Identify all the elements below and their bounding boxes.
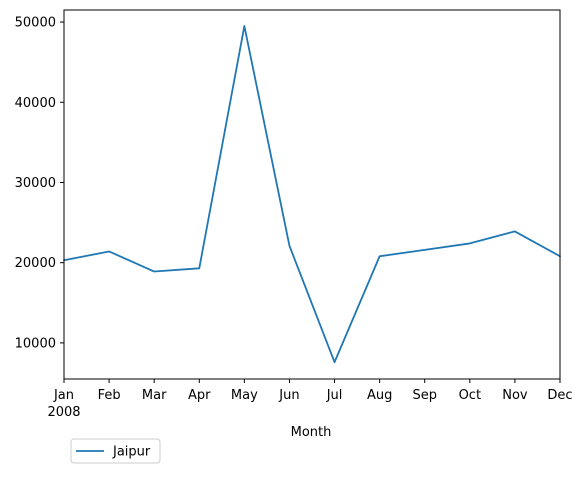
x-tick-label: Jun [278, 388, 299, 403]
legend-label: Jaipur [112, 445, 151, 460]
x-tick-label: Sep [412, 388, 437, 403]
y-axis: 10000 20000 30000 40000 50000 [15, 16, 64, 352]
x-tick-label: Oct [459, 388, 481, 403]
x-tick-label: Jan [53, 388, 74, 403]
legend: Jaipur [71, 439, 160, 463]
x-axis-label: Month [291, 425, 332, 440]
x-axis: Jan Feb Mar Apr May Jun Jul Aug Sep Oct Nov Dec 2008 [47, 379, 572, 420]
y-tick-label: 10000 [15, 336, 56, 351]
y-tick-label: 50000 [15, 16, 56, 31]
y-tick-label: 40000 [15, 96, 56, 111]
x-tick-label: Aug [367, 388, 392, 403]
x-tick-label: Dec [547, 388, 572, 403]
series-line-0 [64, 26, 560, 362]
axes-frame [64, 10, 560, 379]
x-tick-label: May [231, 388, 258, 403]
x-tick-label: Feb [98, 388, 121, 403]
x-tick-sublabel: 2008 [47, 405, 80, 420]
y-tick-label: 30000 [15, 176, 56, 191]
x-tick-label: Mar [142, 388, 167, 403]
y-tick-label: 20000 [15, 256, 56, 271]
x-tick-label: Nov [502, 388, 528, 403]
x-tick-label: Apr [188, 388, 211, 403]
plot-area [64, 10, 560, 379]
x-tick-label: Jul [326, 388, 343, 403]
